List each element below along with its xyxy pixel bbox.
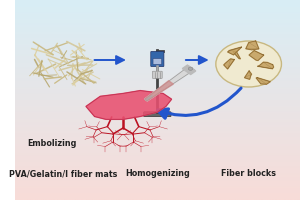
FancyBboxPatch shape xyxy=(153,59,162,64)
FancyBboxPatch shape xyxy=(144,112,171,117)
Polygon shape xyxy=(145,81,173,101)
Polygon shape xyxy=(224,59,234,69)
FancyBboxPatch shape xyxy=(152,71,162,78)
Polygon shape xyxy=(249,50,264,61)
Polygon shape xyxy=(86,91,172,119)
Polygon shape xyxy=(258,62,274,69)
Polygon shape xyxy=(145,66,194,101)
Polygon shape xyxy=(246,41,259,50)
Text: Homogenizing: Homogenizing xyxy=(125,170,190,178)
Polygon shape xyxy=(233,51,240,59)
Text: Fiber blocks: Fiber blocks xyxy=(221,170,276,178)
Text: PVA/Gelatin/I fiber mats: PVA/Gelatin/I fiber mats xyxy=(9,170,117,178)
Polygon shape xyxy=(182,65,196,74)
Circle shape xyxy=(188,67,193,70)
Polygon shape xyxy=(256,78,270,84)
Text: Embolizing: Embolizing xyxy=(27,140,76,148)
Polygon shape xyxy=(244,71,251,79)
Circle shape xyxy=(216,41,281,87)
FancyBboxPatch shape xyxy=(151,51,164,67)
Polygon shape xyxy=(228,47,242,55)
